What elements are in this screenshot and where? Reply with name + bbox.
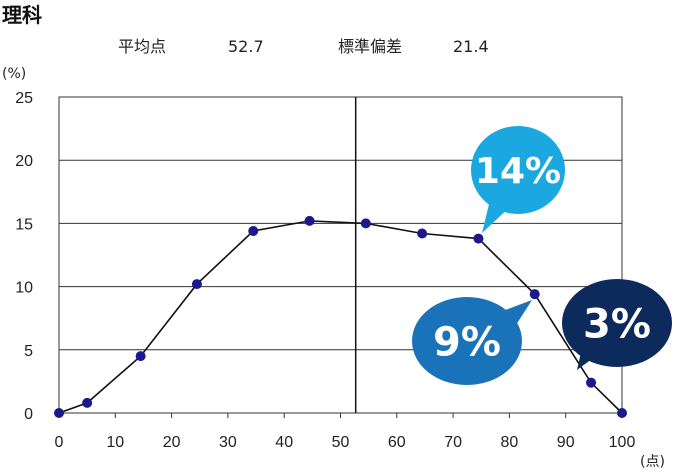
mean-value: 52.7 bbox=[228, 37, 264, 56]
sd-value: 21.4 bbox=[453, 37, 489, 56]
callout-label: 3% bbox=[583, 301, 651, 347]
x-tick-label: 30 bbox=[219, 434, 237, 451]
y-tick-label: 10 bbox=[15, 280, 33, 297]
callout-layer: 14% 9% 3% bbox=[412, 126, 672, 385]
data-point bbox=[473, 233, 484, 244]
callout-bubble: 14% bbox=[471, 126, 565, 233]
callout-bubble-shape bbox=[471, 126, 565, 214]
data-point bbox=[191, 279, 202, 290]
x-tick-label: 0 bbox=[55, 434, 64, 451]
y-tick-label: 5 bbox=[24, 343, 33, 360]
y-tick-label: 15 bbox=[15, 216, 33, 233]
subject-title: 理科 bbox=[2, 3, 42, 27]
callout-bubble-shape bbox=[562, 279, 672, 367]
data-point bbox=[248, 225, 259, 236]
callout-label: 9% bbox=[433, 319, 501, 365]
callout-bubble: 3% bbox=[562, 279, 672, 370]
x-axis-unit: (点) bbox=[640, 454, 665, 470]
callout-label: 14% bbox=[475, 151, 561, 192]
data-point bbox=[304, 215, 315, 226]
y-tick-label: 25 bbox=[15, 90, 33, 107]
y-axis-unit: (%) bbox=[2, 66, 26, 82]
data-point bbox=[135, 351, 146, 362]
sd-label: 標準偏差 bbox=[338, 37, 402, 56]
mean-label: 平均点 bbox=[118, 37, 166, 56]
y-tick-label: 20 bbox=[15, 153, 33, 170]
series-layer bbox=[54, 215, 627, 418]
axis-ticks: 0 5 10 15 20 25 0 10 20 30 40 50 60 70 80 90 100 bbox=[15, 90, 635, 451]
x-tick-label: 10 bbox=[106, 434, 124, 451]
callout-bubble: 9% bbox=[412, 297, 532, 385]
x-tick-label: 90 bbox=[557, 434, 575, 451]
x-tick-label: 100 bbox=[609, 434, 636, 451]
data-point bbox=[417, 228, 428, 239]
data-point bbox=[54, 408, 64, 418]
data-point bbox=[617, 408, 627, 418]
data-point bbox=[360, 218, 371, 229]
series-line bbox=[58, 220, 623, 414]
callout-tail bbox=[500, 300, 532, 325]
x-tick-label: 40 bbox=[275, 434, 293, 451]
callout-bubble-shape bbox=[412, 297, 522, 385]
plot-area-frame bbox=[58, 96, 623, 414]
x-tick-label: 80 bbox=[501, 434, 519, 451]
x-tick-label: 20 bbox=[163, 434, 181, 451]
x-tick-label: 50 bbox=[332, 434, 350, 451]
y-tick-label: 0 bbox=[24, 406, 33, 423]
data-point bbox=[586, 377, 597, 388]
data-point bbox=[529, 289, 540, 300]
x-tick-label: 60 bbox=[388, 434, 406, 451]
data-point bbox=[82, 397, 93, 408]
x-tick-label: 70 bbox=[444, 434, 462, 451]
